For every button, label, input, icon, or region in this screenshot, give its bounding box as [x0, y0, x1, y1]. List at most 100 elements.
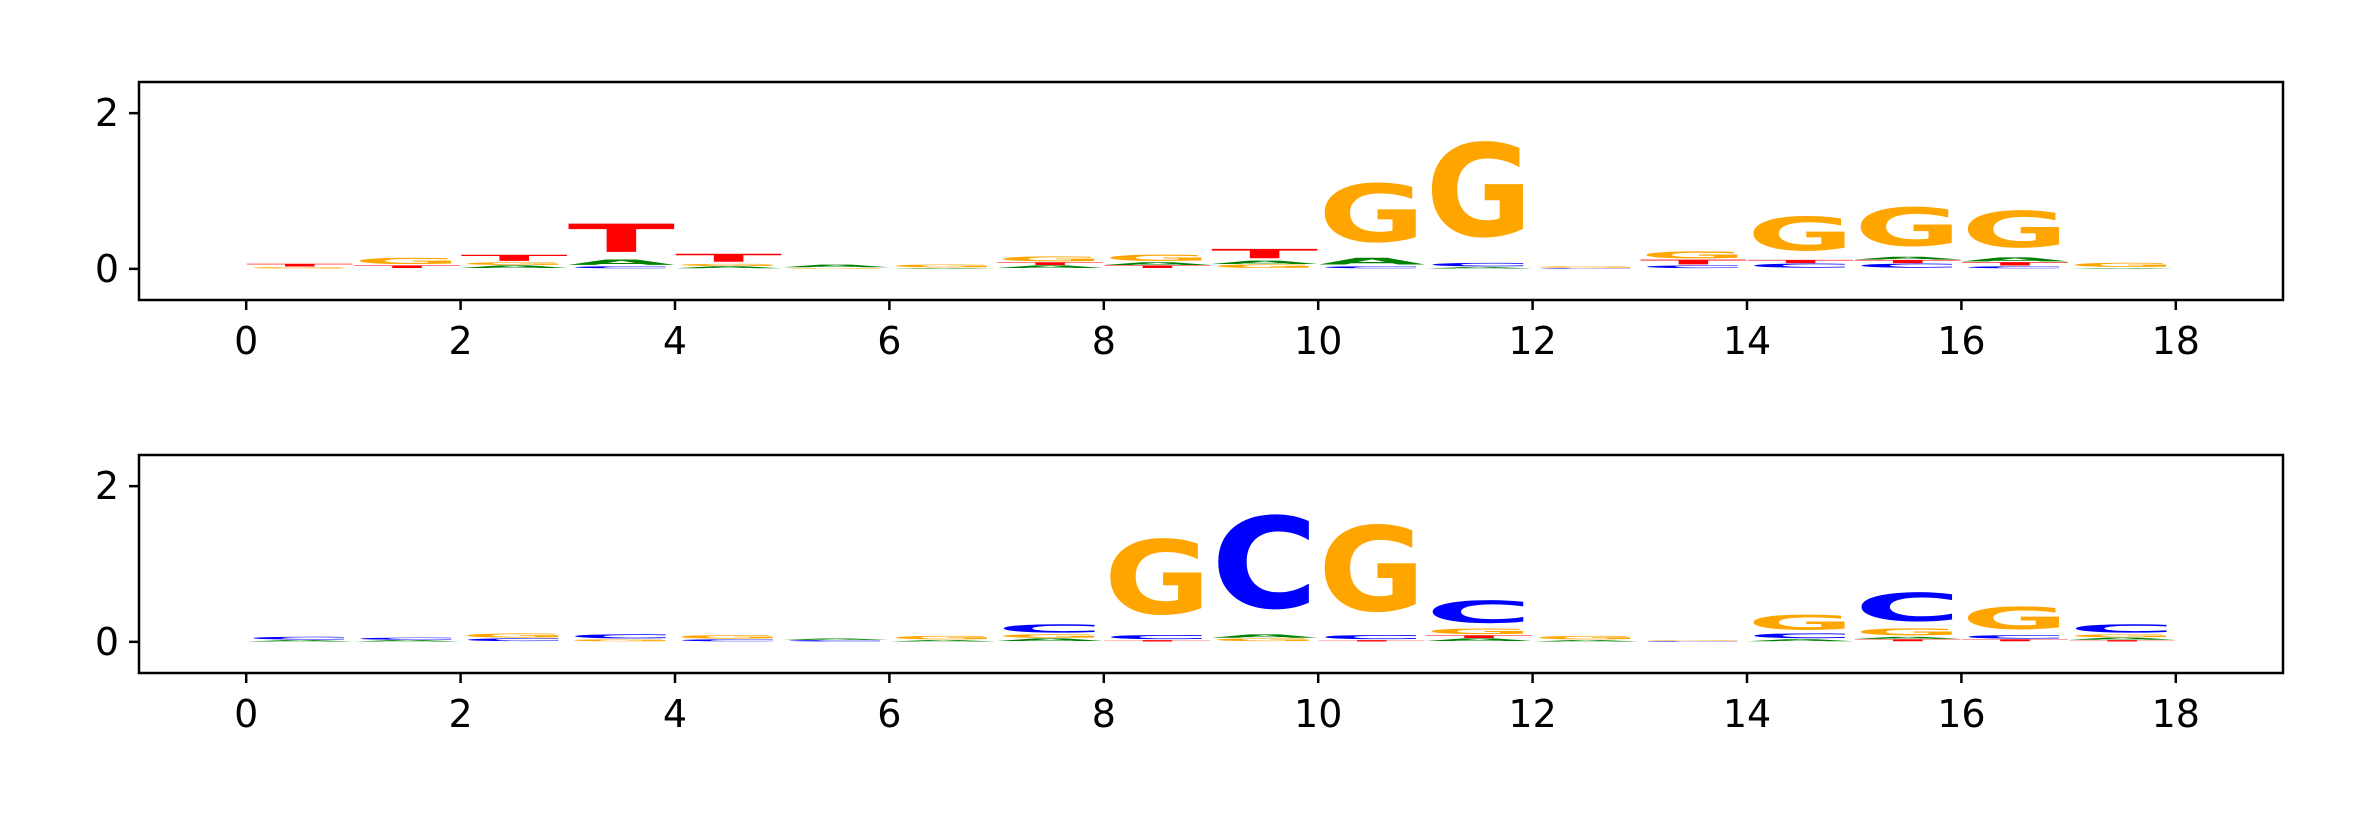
letter-t-pos-4: T	[675, 252, 782, 265]
letter-g-pos-15: G	[1854, 198, 1961, 259]
x-tick-label: 8	[1092, 692, 1116, 736]
letter-g-pos-13: G	[1640, 250, 1747, 261]
letter-c-pos-15: C	[1854, 263, 1961, 269]
letter-a-pos-7: A	[997, 265, 1104, 269]
letter-g-pos-0: G	[246, 267, 353, 269]
letter-t-pos-3: T	[568, 216, 675, 261]
letter-a-pos-9: A	[1211, 633, 1318, 638]
letter-a-pos-0: A	[246, 640, 353, 642]
x-tick-label: 12	[1508, 692, 1556, 736]
letter-g-pos-1: G	[353, 256, 460, 266]
letter-t-pos-9: T	[1211, 246, 1318, 261]
letter-t-pos-14: T	[1747, 259, 1854, 264]
letter-a-pos-2: A	[461, 265, 568, 269]
letter-g-pos-2: G	[461, 632, 568, 638]
letter-c-pos-3: C	[568, 266, 675, 269]
letter-c-pos-0: C	[246, 636, 353, 640]
letter-a-pos-12: A	[1533, 640, 1640, 642]
x-tick-label: 6	[877, 692, 901, 736]
letter-t-pos-16: T	[1961, 261, 2068, 266]
x-tick-label: 18	[2152, 319, 2200, 363]
letter-t-pos-15: T	[1854, 639, 1961, 642]
letter-g-pos-4: G	[675, 263, 782, 266]
letter-c-pos-3: C	[568, 633, 675, 639]
letter-g-pos-16: G	[1961, 601, 2068, 636]
x-tick-label: 2	[449, 319, 473, 363]
x-tick-label: 16	[1937, 319, 1985, 363]
letter-g-pos-7: G	[997, 633, 1104, 638]
letter-a-pos-17: A	[2069, 637, 2176, 640]
letter-a-pos-16: A	[1961, 256, 2068, 262]
letter-c-pos-4: C	[675, 639, 782, 642]
letter-t-pos-8: T	[1104, 640, 1211, 642]
x-tick-label: 2	[449, 692, 473, 736]
letter-g-pos-14: G	[1747, 208, 1854, 262]
x-tick-label: 10	[1294, 692, 1342, 736]
y-tick-label: 2	[95, 91, 119, 135]
x-tick-label: 0	[234, 319, 258, 363]
letter-c-pos-10: C	[1318, 634, 1425, 640]
letter-g-pos-12: G	[1533, 635, 1640, 640]
letter-c-pos-5: C	[782, 640, 889, 642]
letter-a-pos-9: A	[1211, 260, 1318, 265]
letter-g-pos-17: G	[2069, 634, 2176, 638]
letter-a-pos-11: A	[1425, 267, 1532, 269]
letter-c-pos-1: C	[353, 637, 460, 640]
letter-a-pos-3: A	[568, 258, 675, 267]
letter-c-pos-11: C	[1425, 262, 1532, 267]
letter-a-pos-15: A	[1854, 256, 1961, 260]
x-tick-label: 10	[1294, 319, 1342, 363]
x-tick-label: 4	[663, 692, 687, 736]
letter-t-pos-10: T	[1318, 640, 1425, 642]
letter-c-pos-17: C	[2069, 622, 2176, 635]
letter-g-pos-6: G	[889, 635, 996, 640]
letter-t-pos-8: T	[1104, 265, 1211, 269]
letter-c-pos-15: C	[1854, 585, 1961, 630]
axes-frame	[137, 80, 2285, 302]
y-tick-label: 0	[95, 620, 119, 664]
letter-g-pos-4: G	[675, 634, 782, 639]
letter-c-pos-14: C	[1747, 632, 1854, 640]
letter-c-pos-11: C	[1425, 594, 1532, 630]
letter-c-pos-10: C	[1318, 266, 1425, 269]
letter-a-pos-17: A	[2069, 268, 2176, 269]
letter-g-pos-7: G	[997, 255, 1104, 263]
letter-g-pos-16: G	[1961, 201, 2068, 259]
axes-frame	[137, 453, 2285, 675]
letter-c-pos-2: C	[461, 638, 568, 642]
letter-a-pos-11: A	[1425, 638, 1532, 642]
letter-g-pos-11: G	[1425, 627, 1532, 636]
letter-t-pos-7: T	[997, 262, 1104, 266]
letter-g-pos-12: G	[1533, 266, 1640, 268]
letter-t-pos-1: T	[353, 265, 460, 269]
letter-c-pos-8: C	[1104, 634, 1211, 640]
letter-c-pos-12: C	[1533, 268, 1640, 269]
letter-a-pos-6: A	[889, 268, 996, 269]
x-tick-label: 0	[234, 692, 258, 736]
x-tick-label: 18	[2152, 692, 2200, 736]
letter-t-pos-11: T	[1425, 635, 1532, 639]
letter-g-pos-8: G	[1104, 253, 1211, 263]
x-tick-label: 16	[1937, 692, 1985, 736]
letter-g-pos-8: G	[1104, 519, 1211, 638]
letter-c-pos-16: C	[1961, 634, 2068, 639]
letter-g-pos-11: G	[1425, 118, 1532, 266]
letter-a-pos-5: A	[782, 264, 889, 268]
letter-g-pos-2: G	[461, 262, 568, 266]
x-tick-label: 14	[1723, 692, 1771, 736]
letter-c-pos-13: C	[1640, 265, 1747, 269]
letter-g-pos-9: G	[1211, 638, 1318, 642]
letter-a-pos-15: A	[1854, 636, 1961, 639]
letter-c-pos-9: C	[1211, 492, 1318, 638]
letter-a-pos-10: A	[1318, 256, 1425, 267]
x-tick-label: 12	[1508, 319, 1556, 363]
letter-g-pos-17: G	[2069, 262, 2176, 268]
x-tick-label: 4	[663, 319, 687, 363]
letter-g-pos-14: G	[1747, 611, 1854, 635]
letter-c-pos-13: C	[1640, 641, 1747, 642]
x-tick-label: 8	[1092, 319, 1116, 363]
